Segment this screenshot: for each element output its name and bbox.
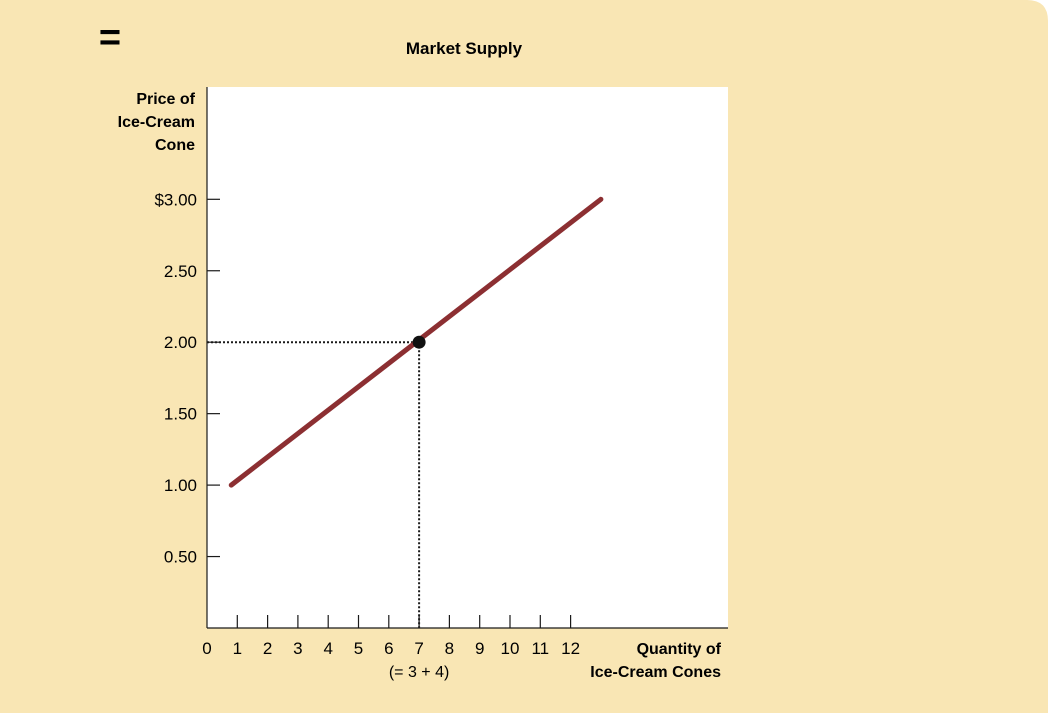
y-tick-label: 1.50 <box>164 405 197 424</box>
x-tick-label: 4 <box>323 639 332 658</box>
x-axis-title-line: Quantity of <box>637 641 722 658</box>
y-axis-title-line: Price of <box>136 91 195 108</box>
plot-area <box>207 87 728 628</box>
y-tick-label: 1.00 <box>164 476 197 495</box>
x-axis-title: Quantity of Ice-Cream Cones <box>590 641 721 681</box>
y-axis-ticks: 0.50 1.00 1.50 2.00 2.50 $3.00 <box>154 190 220 567</box>
y-axis-title: Price of Ice-Cream Cone <box>118 91 196 154</box>
x-tick-label: 5 <box>354 639 363 658</box>
dotted-guides <box>207 341 421 628</box>
highlight-point <box>412 335 426 349</box>
x-tick-label: 1 <box>233 639 242 658</box>
x-tick-label: 9 <box>475 639 484 658</box>
x-tick-label: 10 <box>501 639 520 658</box>
equals-sign: = <box>99 17 121 59</box>
y-tick-label: $3.00 <box>154 190 197 209</box>
x-axis-ticks: 0 1 2 3 4 5 6 7 8 9 10 11 12 <box>202 615 580 658</box>
y-axis-title-line: Cone <box>155 137 195 154</box>
x-tick-label: 7 <box>414 639 423 658</box>
highlight-group: (= 3 + 4) <box>389 335 449 681</box>
sum-note: (= 3 + 4) <box>389 664 449 681</box>
x-tick-label: 11 <box>531 639 549 658</box>
y-axis-title-line: Ice-Cream <box>118 114 195 131</box>
x-tick-label: 6 <box>384 639 393 658</box>
x-axis-title-line: Ice-Cream Cones <box>590 664 721 681</box>
y-tick-label: 0.50 <box>164 548 197 567</box>
x-tick-label: 3 <box>293 639 302 658</box>
y-tick-label: 2.50 <box>164 262 197 281</box>
axes <box>206 87 728 629</box>
x-tick-label: 12 <box>561 639 580 658</box>
x-tick-label: 8 <box>445 639 454 658</box>
x-tick-label: 2 <box>263 639 272 658</box>
y-tick-label: 2.00 <box>164 333 197 352</box>
x-tick-label: 0 <box>202 639 211 658</box>
chart-title: Market Supply <box>406 39 523 58</box>
